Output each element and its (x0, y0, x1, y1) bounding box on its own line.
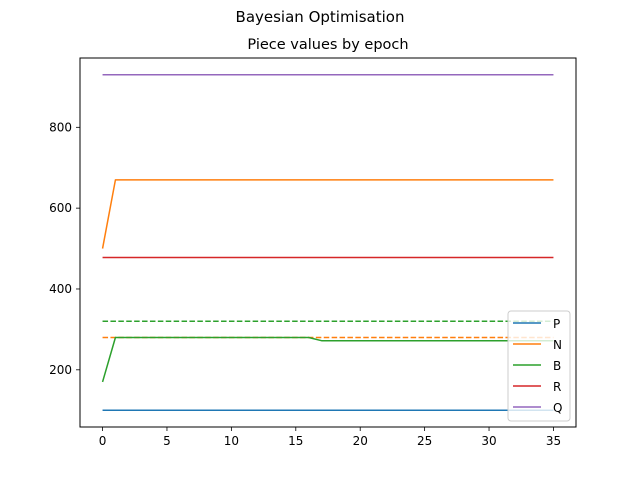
legend-label-N: N (553, 338, 562, 352)
x-tick-label: 20 (353, 434, 368, 448)
x-tick-label: 25 (417, 434, 432, 448)
axes-frame (79, 57, 577, 428)
y-tick-label: 600 (49, 201, 72, 215)
x-tick-label: 15 (288, 434, 303, 448)
figure-suptitle: Bayesian Optimisation (236, 8, 405, 26)
series-line-N (101, 179, 554, 249)
legend-label-Q: Q (553, 401, 562, 415)
y-tick-label: 400 (49, 282, 72, 296)
plot-area (101, 74, 554, 411)
y-axis: 200 400 600 800 (49, 120, 80, 377)
legend-box (507, 310, 571, 422)
series-line-B (101, 336, 554, 383)
legend-label-P: P (553, 317, 560, 331)
x-tick-label: 30 (481, 434, 496, 448)
legend-label-R: R (553, 380, 561, 394)
x-tick-label: 35 (546, 434, 561, 448)
y-tick-label: 800 (49, 120, 72, 134)
x-tick-label: 10 (224, 434, 239, 448)
legend-label-B: B (553, 359, 561, 373)
x-tick-label: 0 (99, 434, 107, 448)
y-tick-label: 200 (49, 363, 72, 377)
x-tick-label: 5 (163, 434, 171, 448)
chart-title: Piece values by epoch (247, 37, 408, 53)
x-axis: 0 5 10 15 20 25 30 35 (99, 427, 561, 448)
